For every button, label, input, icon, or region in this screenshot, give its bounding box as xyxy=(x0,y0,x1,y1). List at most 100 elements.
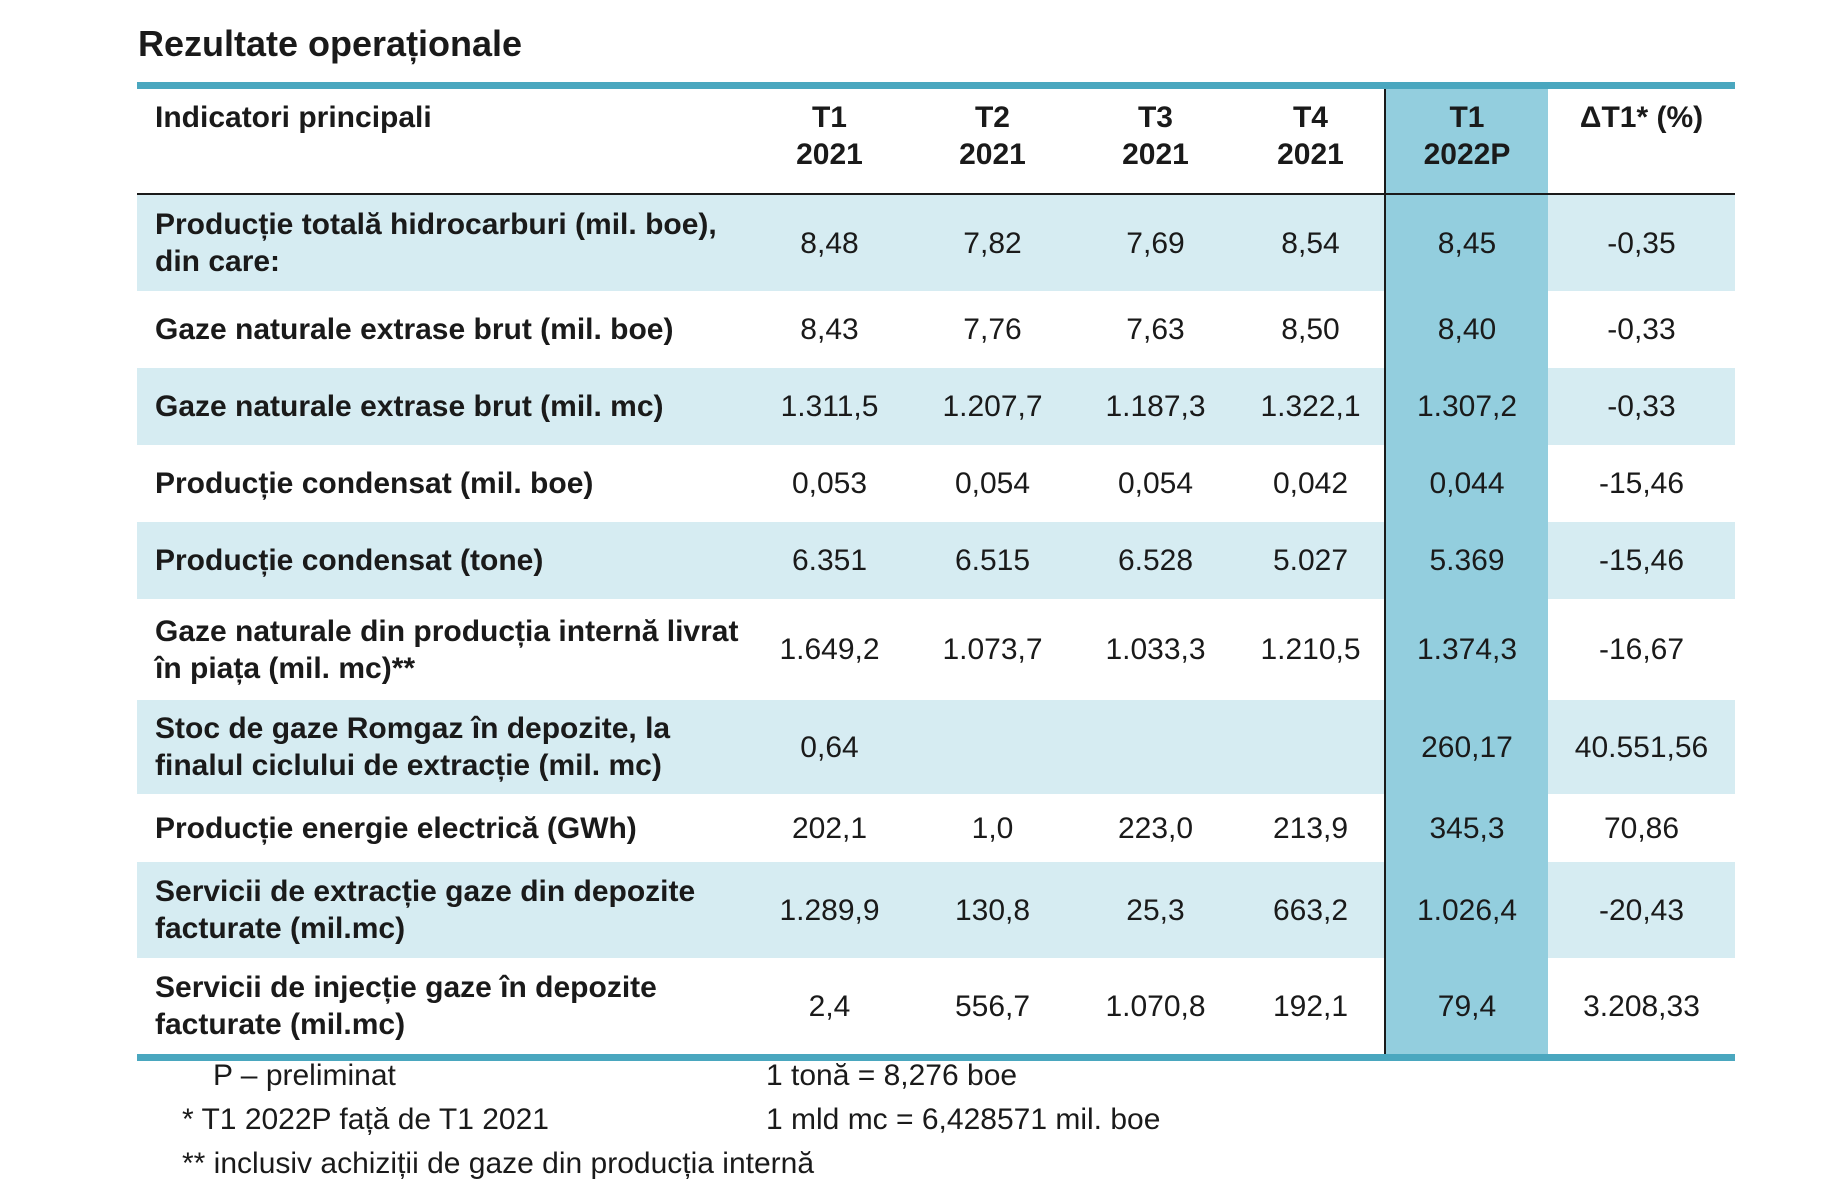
cell-t1-2021: 8,43 xyxy=(748,291,911,368)
header-line2: 2022P xyxy=(1423,138,1511,171)
table-row: Gaze naturale din producția internă livr… xyxy=(137,599,1735,700)
cell-t1-2022p: 1.307,2 xyxy=(1384,368,1548,445)
cell-t3-2021: 223,0 xyxy=(1074,794,1237,862)
cell-delta-t1: -16,67 xyxy=(1548,599,1735,700)
cell-t3-2021: 25,3 xyxy=(1074,862,1237,958)
cell-t4-2021: 1.322,1 xyxy=(1237,368,1385,445)
cell-t2-2021 xyxy=(911,700,1074,794)
header-line1: T4 xyxy=(1292,101,1328,134)
cell-t1-2022p: 8,45 xyxy=(1384,194,1548,291)
indicator-label: Gaze naturale din producția internă livr… xyxy=(137,599,748,700)
cell-t3-2021: 6.528 xyxy=(1074,522,1237,599)
header-line1: T1 xyxy=(1449,101,1485,134)
indicator-label: Producție energie electrică (GWh) xyxy=(137,794,748,862)
table-row: Servicii de injecție gaze în depozite fa… xyxy=(137,958,1735,1054)
cell-t1-2022p: 1.374,3 xyxy=(1384,599,1548,700)
table-row: Gaze naturale extrase brut (mil. boe) 8,4… xyxy=(137,291,1735,368)
footnote-acquisitions: ** inclusiv achiziții de gaze din produc… xyxy=(182,1147,815,1180)
cell-t1-2022p: 260,17 xyxy=(1384,700,1548,794)
table-row: Producție totală hidrocarburi (mil. boe)… xyxy=(137,194,1735,291)
cell-delta-t1: -0,35 xyxy=(1548,194,1735,291)
cell-t1-2021: 1.649,2 xyxy=(748,599,911,700)
table-row: Producție condensat (tone) 6.351 6.515 6.52… xyxy=(137,522,1735,599)
indicator-label: Servicii de injecție gaze în depozite fa… xyxy=(137,958,748,1054)
cell-delta-t1: -15,46 xyxy=(1548,445,1735,522)
indicator-label: Gaze naturale extrase brut (mil. mc) xyxy=(137,368,748,445)
cell-t1-2021: 8,48 xyxy=(748,194,911,291)
header-line2: 2021 xyxy=(1122,138,1189,171)
cell-t3-2021: 7,69 xyxy=(1074,194,1237,291)
cell-t2-2021: 7,76 xyxy=(911,291,1074,368)
header-line1: T3 xyxy=(1137,101,1173,134)
cell-t2-2021: 556,7 xyxy=(911,958,1074,1054)
cell-t4-2021: 1.210,5 xyxy=(1237,599,1385,700)
cell-t1-2021: 2,4 xyxy=(748,958,911,1054)
table-row: Servicii de extracție gaze din depozite … xyxy=(137,862,1735,958)
table-header-row: Indicatori principali T1 2021 T2 2021 T3… xyxy=(137,89,1735,195)
cell-t1-2021: 6.351 xyxy=(748,522,911,599)
header-line2: 2021 xyxy=(959,138,1026,171)
cell-t1-2022p: 1.026,4 xyxy=(1384,862,1548,958)
header-t3-2021: T3 2021 xyxy=(1074,89,1237,195)
cell-t3-2021: 1.187,3 xyxy=(1074,368,1237,445)
cell-t4-2021: 5.027 xyxy=(1237,522,1385,599)
footnote-comparison: * T1 2022P față de T1 2021 xyxy=(182,1103,549,1136)
cell-t2-2021: 7,82 xyxy=(911,194,1074,291)
cell-t1-2021: 0,053 xyxy=(748,445,911,522)
cell-t4-2021 xyxy=(1237,700,1385,794)
cell-t2-2021: 1,0 xyxy=(911,794,1074,862)
cell-delta-t1: 40.551,56 xyxy=(1548,700,1735,794)
cell-t1-2021: 202,1 xyxy=(748,794,911,862)
table-row: Stoc de gaze Romgaz în depozite, la fina… xyxy=(137,700,1735,794)
cell-delta-t1: -0,33 xyxy=(1548,291,1735,368)
cell-t4-2021: 663,2 xyxy=(1237,862,1385,958)
cell-delta-t1: -20,43 xyxy=(1548,862,1735,958)
table-bottom-rule xyxy=(137,1054,1735,1061)
cell-t2-2021: 130,8 xyxy=(911,862,1074,958)
indicator-label: Servicii de extracție gaze din depozite … xyxy=(137,862,748,958)
header-line2: 2021 xyxy=(796,138,863,171)
cell-t1-2022p: 8,40 xyxy=(1384,291,1548,368)
cell-t4-2021: 8,54 xyxy=(1237,194,1385,291)
cell-delta-t1: -0,33 xyxy=(1548,368,1735,445)
indicator-label: Stoc de gaze Romgaz în depozite, la fina… xyxy=(137,700,748,794)
indicator-label: Producție totală hidrocarburi (mil. boe)… xyxy=(137,194,748,291)
indicator-label: Producție condensat (tone) xyxy=(137,522,748,599)
cell-delta-t1: 3.208,33 xyxy=(1548,958,1735,1054)
cell-t2-2021: 6.515 xyxy=(911,522,1074,599)
cell-t3-2021: 7,63 xyxy=(1074,291,1237,368)
cell-t1-2021: 1.289,9 xyxy=(748,862,911,958)
table-row: Producție condensat (mil. boe) 0,053 0,054… xyxy=(137,445,1735,522)
cell-t2-2021: 1.207,7 xyxy=(911,368,1074,445)
cell-t3-2021: 1.033,3 xyxy=(1074,599,1237,700)
cell-t3-2021: 0,054 xyxy=(1074,445,1237,522)
table-top-rule xyxy=(137,82,1735,89)
header-line2: 2021 xyxy=(1277,138,1344,171)
footnote-ton-conversion: 1 tonă = 8,276 boe xyxy=(766,1059,1018,1092)
footnote-mc-conversion: 1 mld mc = 6,428571 mil. boe xyxy=(766,1103,1161,1136)
cell-t1-2021: 1.311,5 xyxy=(748,368,911,445)
page-title: Rezultate operaționale xyxy=(138,23,523,64)
header-t2-2021: T2 2021 xyxy=(911,89,1074,195)
header-line1: T2 xyxy=(974,101,1010,134)
cell-t1-2022p: 79,4 xyxy=(1384,958,1548,1054)
header-t4-2021: T4 2021 xyxy=(1237,89,1385,195)
cell-t1-2022p: 5.369 xyxy=(1384,522,1548,599)
cell-t3-2021 xyxy=(1074,700,1237,794)
cell-t2-2021: 0,054 xyxy=(911,445,1074,522)
indicator-label: Producție condensat (mil. boe) xyxy=(137,445,748,522)
cell-t2-2021: 1.073,7 xyxy=(911,599,1074,700)
cell-delta-t1: 70,86 xyxy=(1548,794,1735,862)
cell-t4-2021: 0,042 xyxy=(1237,445,1385,522)
cell-t3-2021: 1.070,8 xyxy=(1074,958,1237,1054)
cell-t1-2021: 0,64 xyxy=(748,700,911,794)
header-line1: ΔT1* (%) xyxy=(1579,101,1704,134)
indicator-label: Gaze naturale extrase brut (mil. boe) xyxy=(137,291,748,368)
cell-t4-2021: 213,9 xyxy=(1237,794,1385,862)
cell-t4-2021: 8,50 xyxy=(1237,291,1385,368)
cell-t4-2021: 192,1 xyxy=(1237,958,1385,1054)
operational-results-table: Indicatori principali T1 2021 T2 2021 T3… xyxy=(137,82,1735,1061)
header-t1-2022p: T1 2022P xyxy=(1384,89,1548,195)
cell-t1-2022p: 345,3 xyxy=(1384,794,1548,862)
table-row: Gaze naturale extrase brut (mil. mc) 1.31… xyxy=(137,368,1735,445)
